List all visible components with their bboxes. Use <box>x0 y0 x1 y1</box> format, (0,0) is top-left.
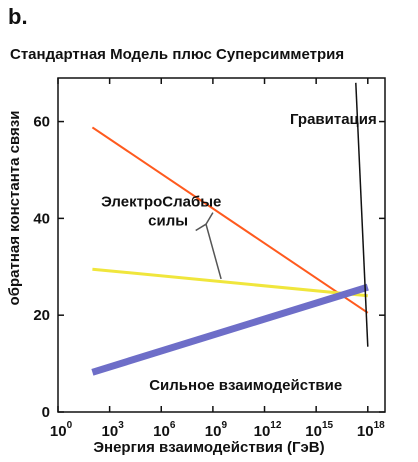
annotation-strong: Сильное взаимодействие <box>149 377 342 394</box>
y-tick-label: 40 <box>33 210 50 227</box>
annotation-pointer-ew-pointer <box>195 223 222 280</box>
plot-frame <box>57 77 386 413</box>
x-tick-label: 103 <box>102 420 125 440</box>
y-tick-label: 20 <box>33 307 50 324</box>
series-line-strong <box>91 283 369 376</box>
series-line-weak <box>92 267 368 298</box>
annotation-pointer-ew-pointer-upper <box>205 212 214 225</box>
annotation-electroweak1: ЭлектроСлабые <box>101 193 221 210</box>
y-tick-label: 60 <box>33 114 50 131</box>
x-tick-label: 109 <box>205 420 228 440</box>
panel-label: b. <box>8 4 28 29</box>
x-tick-label: 1015 <box>305 420 333 440</box>
x-axis-label: Энергия взаимодействия (ГэВ) <box>93 439 325 456</box>
x-tick-label: 1012 <box>254 420 282 440</box>
x-tick-label: 100 <box>50 420 73 440</box>
series-line-em <box>91 126 369 314</box>
x-tick-label: 1018 <box>357 420 385 440</box>
annotation-electroweak2: силы <box>148 213 188 230</box>
chart-title: Стандартная Модель плюс Суперсимметрия <box>10 46 345 63</box>
annotation-gravity: Гравитация <box>290 111 377 128</box>
y-tick-label: 0 <box>42 404 50 421</box>
x-tick-label: 106 <box>153 420 176 440</box>
series-line-gravity <box>355 82 369 347</box>
